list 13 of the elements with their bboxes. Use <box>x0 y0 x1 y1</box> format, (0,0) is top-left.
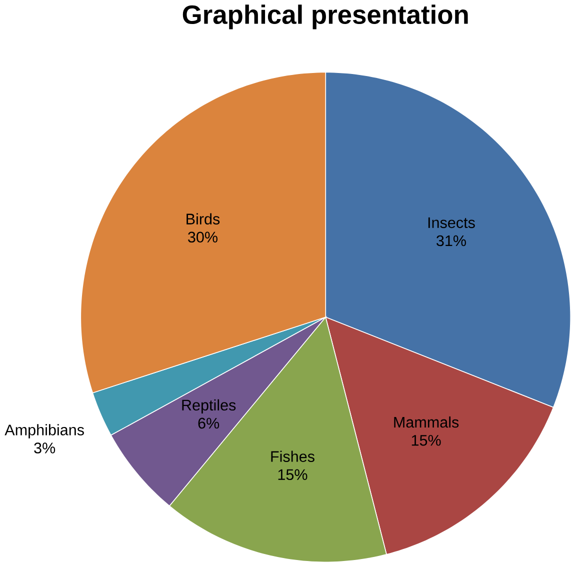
slice-label: Reptiles <box>182 400 236 414</box>
slice-label: Fishes <box>271 450 314 462</box>
data-label: 31% <box>436 236 466 246</box>
data-label: 6% <box>198 418 220 429</box>
data-label: 3% <box>34 442 56 454</box>
slice-label: Insects <box>428 218 475 228</box>
data-label: 30% <box>188 232 218 243</box>
data-label: 15% <box>412 435 441 446</box>
slice-label: Amphibians <box>4 424 84 439</box>
data-label: 15% <box>278 470 308 480</box>
slice-label: Mammals <box>394 416 459 428</box>
slice-label: Birds <box>186 213 220 225</box>
chart-title: Graphical presentation <box>182 4 468 30</box>
